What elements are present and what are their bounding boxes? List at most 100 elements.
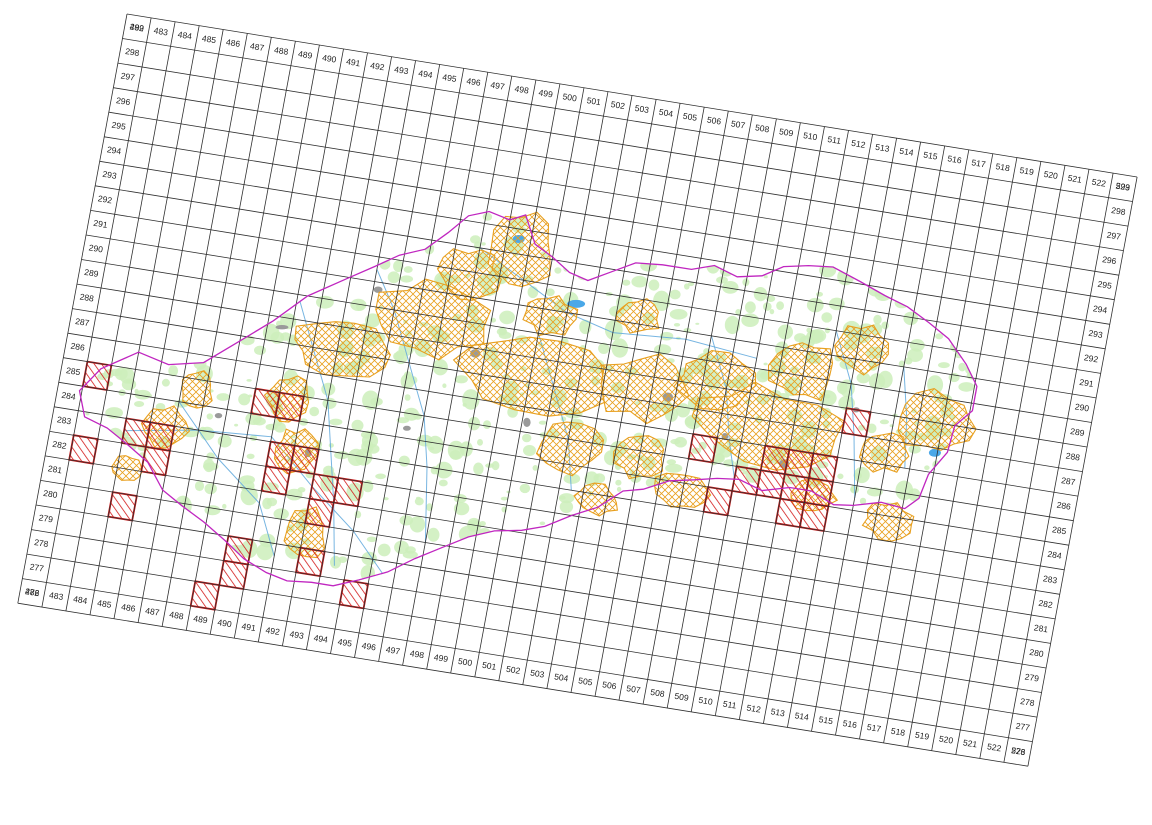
forest-patch (290, 279, 299, 288)
forest-patch (244, 221, 257, 236)
forest-patch (538, 420, 547, 425)
forest-patch (665, 463, 683, 473)
column-label-top: 487 (249, 41, 265, 53)
forest-patch (578, 526, 587, 534)
forest-patch (179, 536, 186, 543)
forest-patch (651, 574, 658, 579)
row-label-left: 287 (75, 316, 91, 328)
column-label-top: 493 (394, 64, 410, 76)
forest-patch (182, 513, 192, 523)
forest-patch (134, 388, 139, 394)
forest-patch (485, 463, 494, 468)
row-label-right: 276 (1011, 745, 1027, 757)
forest-patch (144, 329, 161, 345)
forest-patch (165, 232, 178, 245)
forest-patch (500, 496, 508, 501)
forest-patch (720, 568, 726, 574)
forest-patch (946, 306, 952, 310)
forest-patch (832, 621, 840, 629)
forest-patch (532, 536, 543, 544)
column-label-top: 501 (586, 95, 602, 107)
forest-patch (958, 382, 975, 392)
forest-patch (898, 360, 905, 368)
row-label-right: 296 (1102, 254, 1118, 266)
town-area (403, 425, 411, 431)
occupied-grid-square (294, 546, 326, 578)
forest-patch (554, 267, 562, 274)
grid-row-line (17, 602, 1028, 767)
forest-patch (745, 301, 756, 314)
column-label-bottom: 521 (962, 737, 978, 749)
forest-patch (209, 249, 219, 259)
forest-patch (856, 372, 871, 384)
forest-patch (881, 321, 889, 330)
forest-patch (859, 497, 867, 505)
forest-patch (286, 249, 292, 253)
column-label-top: 518 (995, 161, 1011, 173)
forest-patch (161, 378, 170, 387)
forest-patch (763, 302, 772, 311)
column-label-top: 512 (851, 138, 867, 150)
forest-patch (217, 434, 232, 448)
protected-area (612, 435, 665, 480)
forest-patch (722, 617, 733, 624)
grid-row-line (104, 136, 1115, 301)
column-label-top: 505 (682, 111, 698, 123)
forest-patch (405, 546, 416, 554)
forest-patch (604, 319, 623, 341)
forest-patch (503, 546, 521, 563)
forest-patch (915, 273, 931, 290)
forest-patch (920, 594, 926, 599)
column-label-bottom: 490 (217, 617, 233, 629)
column-label-top: 523 (1115, 180, 1131, 192)
forest-patch (920, 612, 924, 616)
forest-patch (265, 423, 278, 431)
forest-patch (904, 297, 914, 305)
forest-patch (648, 609, 664, 627)
forest-patch (910, 607, 916, 615)
row-label-left: 295 (111, 120, 127, 132)
forest-patch (659, 589, 665, 593)
row-label-left: 276 (24, 586, 40, 598)
forest-patch (470, 235, 481, 244)
row-label-left: 293 (102, 169, 118, 181)
column-label-top: 514 (899, 146, 915, 158)
forest-patch (695, 322, 700, 325)
row-label-right: 281 (1033, 622, 1049, 634)
forest-patch (924, 582, 937, 586)
forest-patch (499, 310, 515, 325)
forest-patch (334, 451, 349, 460)
forest-patch (163, 304, 170, 310)
forest-patch (216, 293, 222, 297)
forest-patch (522, 433, 532, 443)
forest-patch (263, 259, 269, 264)
protected-area (600, 353, 690, 425)
forest-patch (554, 551, 561, 557)
forest-patch (929, 282, 934, 287)
forest-patch (195, 211, 207, 214)
forest-patch (204, 164, 212, 171)
column-label-bottom: 523 (1011, 745, 1027, 757)
forest-patch (381, 211, 397, 224)
forest-patch (483, 420, 491, 429)
forest-patch (837, 473, 844, 480)
forest-patch (732, 494, 739, 502)
forest-patch (694, 595, 699, 599)
forest-patch (329, 418, 343, 426)
protected-area (294, 321, 391, 378)
forest-patch (143, 245, 150, 249)
forest-patch (171, 276, 185, 287)
occupied-grid-square (274, 391, 305, 423)
occupied-grid-square (332, 476, 364, 508)
grid-row-line (108, 111, 1119, 276)
column-label-bottom: 488 (169, 609, 185, 621)
forest-patch (791, 535, 807, 543)
occupied-grid-square (144, 421, 176, 452)
column-label-bottom: 495 (337, 636, 353, 648)
forest-patch (794, 561, 804, 569)
forest-patch (886, 594, 891, 597)
forest-patch (653, 290, 671, 311)
forest-patch (322, 397, 337, 409)
forest-patch (659, 331, 674, 341)
forest-patch (223, 202, 228, 206)
